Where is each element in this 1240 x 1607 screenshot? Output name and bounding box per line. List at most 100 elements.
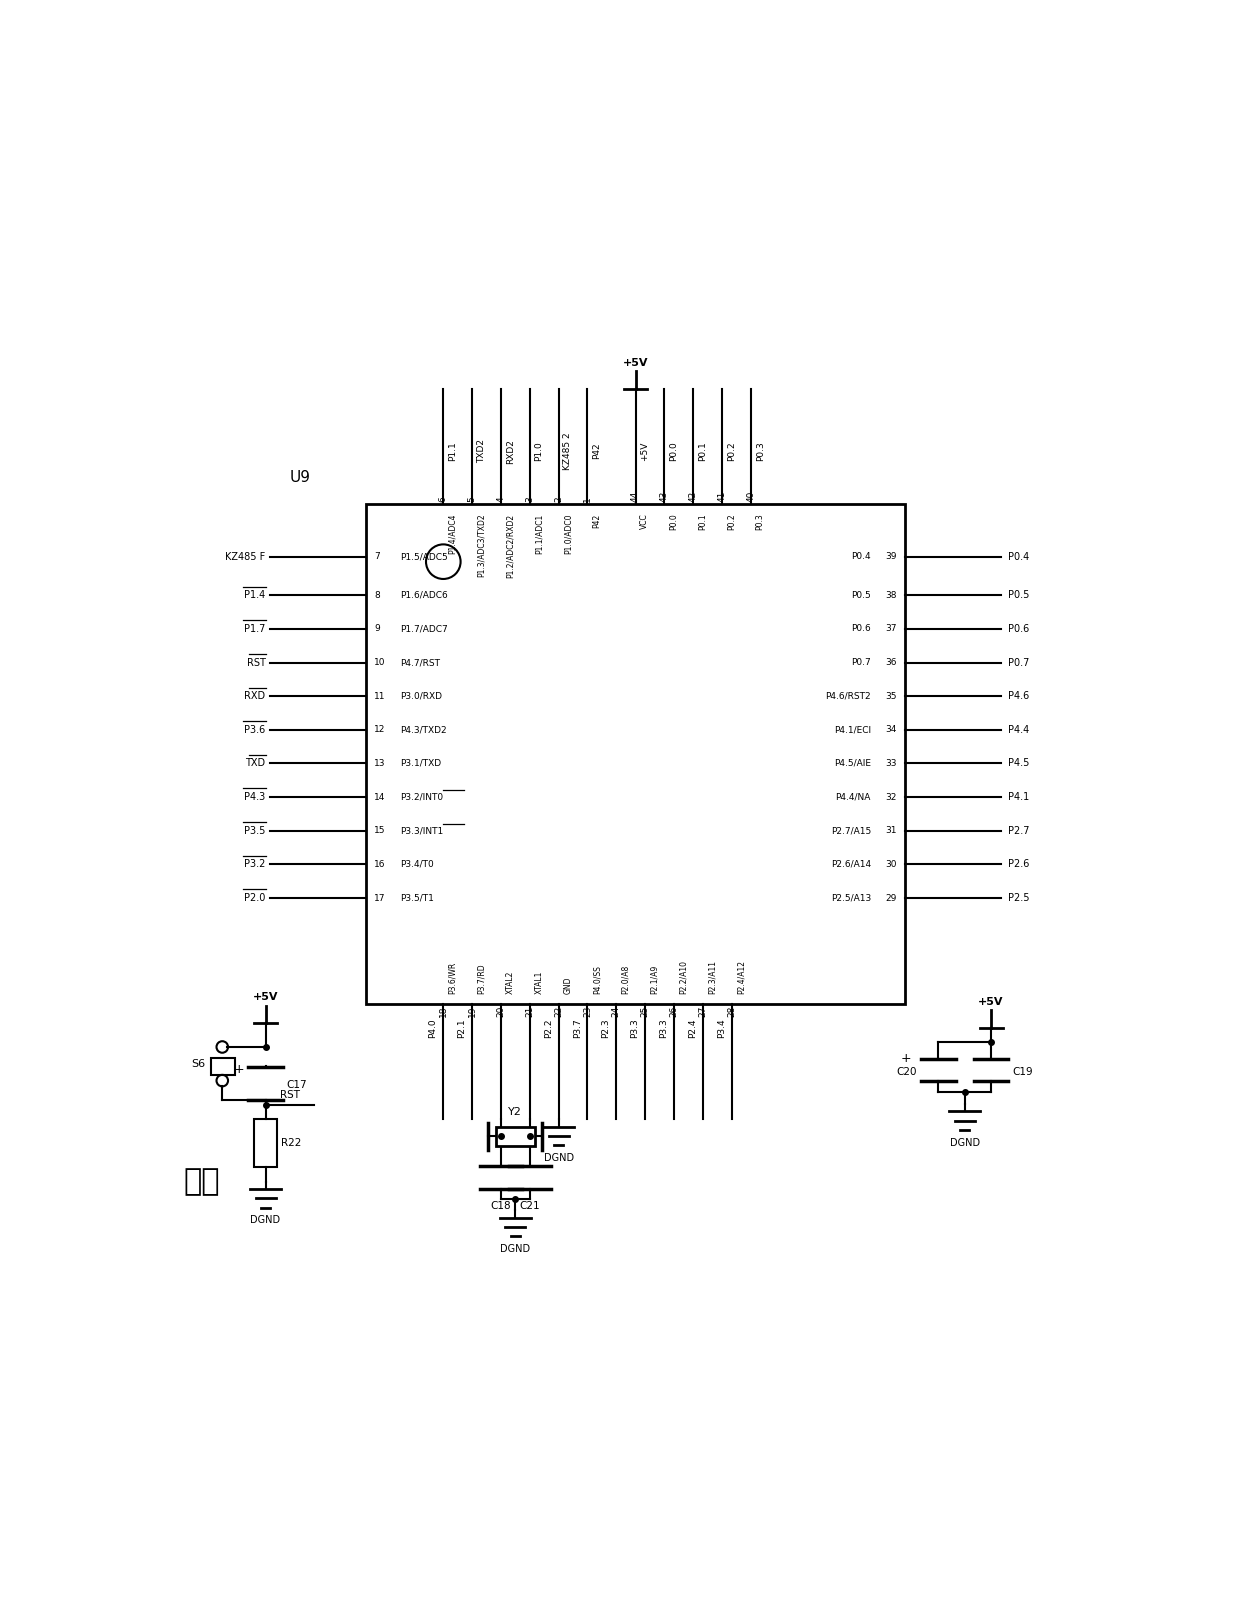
Text: P3.6: P3.6 xyxy=(244,725,265,734)
Text: P2.5: P2.5 xyxy=(1008,893,1030,903)
Text: P3.3: P3.3 xyxy=(660,1017,668,1038)
Bar xyxy=(496,1127,534,1146)
Text: 33: 33 xyxy=(885,759,897,768)
Text: 29: 29 xyxy=(885,893,897,903)
Text: 39: 39 xyxy=(885,553,897,561)
Text: 3: 3 xyxy=(526,497,534,501)
Text: P3.3: P3.3 xyxy=(630,1017,640,1038)
Text: 7: 7 xyxy=(374,553,379,561)
Text: 2: 2 xyxy=(554,497,563,501)
Text: DGND: DGND xyxy=(950,1138,980,1147)
Text: 5: 5 xyxy=(467,497,476,501)
Bar xyxy=(211,1057,234,1075)
Text: P2.3: P2.3 xyxy=(601,1017,610,1038)
Text: P4.0: P4.0 xyxy=(429,1017,438,1038)
Text: P1.0/ADC0: P1.0/ADC0 xyxy=(563,514,573,554)
Text: P3.3/INT1: P3.3/INT1 xyxy=(401,826,444,836)
Text: 24: 24 xyxy=(611,1006,621,1017)
Text: P2.7: P2.7 xyxy=(1008,826,1030,836)
Text: P0.1: P0.1 xyxy=(698,514,707,530)
Text: 30: 30 xyxy=(885,860,897,869)
Text: 26: 26 xyxy=(670,1006,678,1017)
Text: P0.6: P0.6 xyxy=(851,625,870,633)
Text: P3.7: P3.7 xyxy=(573,1017,582,1038)
Text: P4.4: P4.4 xyxy=(1008,725,1029,734)
Text: +5V: +5V xyxy=(978,996,1004,1006)
Text: 41: 41 xyxy=(718,490,727,501)
Text: 19: 19 xyxy=(467,1006,476,1017)
Text: P2.4/A12: P2.4/A12 xyxy=(737,959,745,995)
Text: U9: U9 xyxy=(290,469,310,485)
Text: +5V: +5V xyxy=(640,442,650,461)
Text: GND: GND xyxy=(563,977,573,995)
Text: P3.4: P3.4 xyxy=(717,1017,725,1038)
Text: P3.7/RD: P3.7/RD xyxy=(477,964,486,995)
Text: P0.0: P0.0 xyxy=(670,514,678,530)
Text: KZ485 F: KZ485 F xyxy=(226,551,265,562)
Text: 10: 10 xyxy=(374,659,386,667)
Text: P0.2: P0.2 xyxy=(727,442,735,461)
Text: P2.0: P2.0 xyxy=(244,893,265,903)
Text: 35: 35 xyxy=(885,691,897,701)
Text: 31: 31 xyxy=(885,826,897,836)
Text: P1.7: P1.7 xyxy=(244,624,265,633)
Text: P2.5/A13: P2.5/A13 xyxy=(831,893,870,903)
Text: 34: 34 xyxy=(885,725,897,734)
Text: R22: R22 xyxy=(281,1138,301,1147)
Text: P4.4/NA: P4.4/NA xyxy=(836,792,870,802)
Text: 37: 37 xyxy=(885,625,897,633)
Text: P1.1/ADC1: P1.1/ADC1 xyxy=(534,514,543,554)
Text: C21: C21 xyxy=(520,1200,541,1210)
Text: P2.1: P2.1 xyxy=(458,1017,466,1038)
Text: P1.3/ADC3/TXD2: P1.3/ADC3/TXD2 xyxy=(477,514,486,577)
Text: KZ485 2: KZ485 2 xyxy=(563,432,573,469)
Text: DGND: DGND xyxy=(500,1244,531,1253)
Text: RST: RST xyxy=(247,657,265,667)
Text: P1.5/ADC5: P1.5/ADC5 xyxy=(401,553,448,561)
Text: P3.2: P3.2 xyxy=(244,860,265,869)
Text: 11: 11 xyxy=(374,691,386,701)
Text: P2.4: P2.4 xyxy=(688,1017,697,1038)
Text: DGND: DGND xyxy=(543,1152,574,1163)
Text: P1.4: P1.4 xyxy=(244,590,265,601)
Text: P2.2: P2.2 xyxy=(544,1017,553,1038)
Text: 43: 43 xyxy=(660,490,668,501)
Text: 4: 4 xyxy=(496,497,506,501)
Text: P0.4: P0.4 xyxy=(852,553,870,561)
Text: P4.5/AIE: P4.5/AIE xyxy=(835,759,870,768)
Text: 20: 20 xyxy=(496,1006,506,1017)
Text: 9: 9 xyxy=(374,625,379,633)
Text: XTAL1: XTAL1 xyxy=(534,971,543,995)
Text: 40: 40 xyxy=(746,490,755,501)
Text: P1.4/ADC4: P1.4/ADC4 xyxy=(448,514,458,554)
Text: VCC: VCC xyxy=(640,514,650,529)
Text: XTAL2: XTAL2 xyxy=(506,971,515,995)
Text: P2.6/A14: P2.6/A14 xyxy=(831,860,870,869)
Text: P0.3: P0.3 xyxy=(755,442,765,461)
Text: P0.4: P0.4 xyxy=(1008,551,1029,562)
Text: P4.3/TXD2: P4.3/TXD2 xyxy=(401,725,446,734)
Text: P42: P42 xyxy=(593,444,601,460)
Text: P3.5: P3.5 xyxy=(244,826,265,836)
Text: 16: 16 xyxy=(374,860,386,869)
Text: P3.2/INT0: P3.2/INT0 xyxy=(401,792,443,802)
Text: RXD2: RXD2 xyxy=(506,439,515,463)
Text: 8: 8 xyxy=(374,591,379,599)
Text: 复位: 复位 xyxy=(184,1167,221,1196)
Text: +5V: +5V xyxy=(253,992,278,1001)
Text: 1: 1 xyxy=(583,497,591,501)
Text: +: + xyxy=(234,1062,244,1075)
Text: Y2: Y2 xyxy=(508,1107,522,1117)
Text: 17: 17 xyxy=(374,893,386,903)
Text: C20: C20 xyxy=(897,1067,918,1077)
Text: P0.7: P0.7 xyxy=(1008,657,1029,667)
Text: TXD2: TXD2 xyxy=(477,439,486,463)
Text: 15: 15 xyxy=(374,826,386,836)
Text: 18: 18 xyxy=(439,1006,448,1017)
Text: P3.0/RXD: P3.0/RXD xyxy=(401,691,441,701)
Text: P0.5: P0.5 xyxy=(851,591,870,599)
Text: 22: 22 xyxy=(554,1006,563,1017)
Text: 28: 28 xyxy=(727,1006,737,1017)
Text: P2.3/A11: P2.3/A11 xyxy=(708,959,717,995)
Text: P3.4/T0: P3.4/T0 xyxy=(401,860,434,869)
